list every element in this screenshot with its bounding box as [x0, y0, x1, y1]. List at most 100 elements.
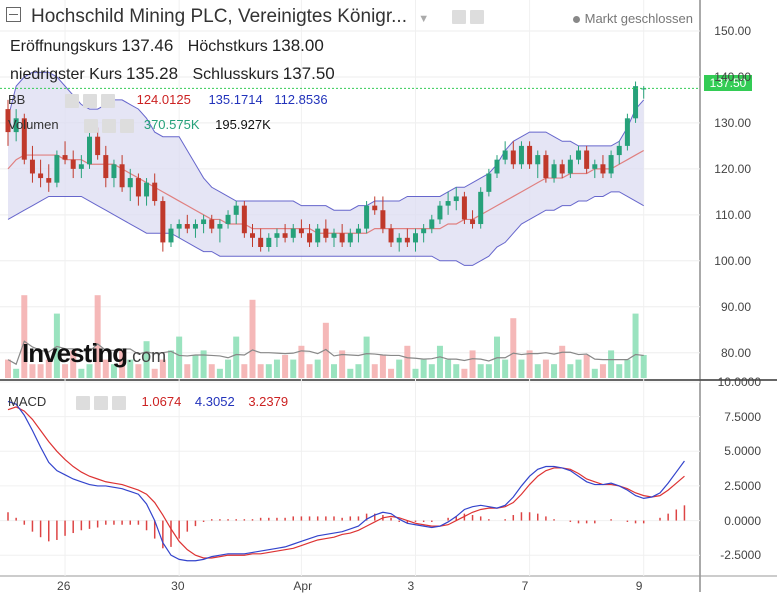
macd-label: MACD — [8, 394, 47, 409]
macd-eye-icon[interactable] — [75, 395, 90, 410]
bb-eye-icon[interactable] — [64, 93, 79, 108]
volume-bar — [298, 345, 305, 378]
time-tick-label: 7 — [521, 579, 529, 593]
candle-body — [307, 233, 313, 243]
macd-tick-label: 0.0000 — [724, 513, 761, 528]
candle-body — [29, 159, 35, 174]
candle-body — [396, 237, 402, 243]
volume-bar — [534, 364, 541, 378]
candle-body — [584, 150, 590, 169]
candle-body — [144, 182, 150, 197]
bb-upper-value: 124.0125 — [136, 92, 191, 107]
volume-bar — [632, 313, 639, 378]
volume-bar — [518, 359, 525, 378]
time-tick-label: 26 — [57, 579, 71, 593]
volume-bar — [306, 364, 313, 378]
volume-bar — [45, 359, 52, 378]
volume-legend[interactable]: Volumen 370.575K 195.927K — [8, 117, 271, 133]
candle-body — [624, 118, 630, 146]
macd-tick-label: 10.0000 — [717, 375, 761, 389]
chart-header: Hochschild Mining PLC, Vereinigtes König… — [6, 6, 696, 32]
volume-eye-icon[interactable] — [84, 118, 99, 133]
candle-body — [290, 228, 296, 238]
price-tick-label: 140.00 — [714, 69, 751, 84]
volume-bar — [159, 359, 166, 378]
close-label: Schlusskurs — [192, 66, 279, 83]
time-tick-label: Apr — [293, 579, 313, 593]
candle-body — [527, 145, 533, 165]
candle-body — [445, 201, 451, 206]
volume-bar — [608, 350, 615, 378]
volume-bar — [331, 364, 337, 378]
volume-bar — [62, 364, 69, 378]
macd-tick-label: -2.5000 — [720, 548, 761, 563]
bb-band-fill — [8, 72, 644, 266]
candle-body — [70, 159, 76, 169]
gear-icon[interactable] — [470, 9, 485, 24]
candle-body — [494, 159, 500, 174]
volume-bar — [469, 350, 476, 378]
candle-body — [323, 228, 329, 238]
price-tick-label: 80.00 — [720, 345, 751, 360]
price-tick-label: 150.00 — [714, 23, 751, 38]
macd-close-icon[interactable] — [111, 395, 126, 410]
volume-gear-icon[interactable] — [102, 118, 117, 133]
volume-bar — [29, 364, 36, 378]
title-dropdown-icon[interactable]: ▼ — [418, 13, 430, 25]
volume-bar — [371, 364, 378, 378]
volume-bar — [436, 345, 443, 378]
volume-bar — [5, 359, 11, 378]
volume-bar — [94, 295, 101, 378]
volume-bar — [412, 368, 419, 378]
market-status: Markt geschlossen — [572, 11, 693, 26]
candle-body — [209, 219, 215, 229]
candle-body — [266, 237, 272, 248]
bb-legend[interactable]: BB 124.0125 135.1714 112.8536 — [8, 92, 328, 108]
candle-body — [339, 233, 345, 243]
macd-legend[interactable]: MACD 1.0674 4.3052 3.2379 — [8, 394, 288, 410]
price-tick-label: 90.00 — [720, 299, 751, 314]
volume-bar — [225, 359, 232, 378]
volume-bar — [86, 364, 93, 378]
volume-bar — [510, 318, 517, 378]
candle-body — [233, 205, 239, 215]
candle-body — [176, 224, 182, 229]
volume-bar — [290, 359, 297, 378]
candle-body — [486, 173, 492, 192]
candle-body — [510, 150, 516, 165]
volume-label: Volumen — [8, 117, 59, 132]
collapse-icon[interactable] — [6, 7, 21, 23]
open-label: Eröffnungskurs — [10, 38, 118, 55]
volume-bar — [583, 355, 590, 378]
settings-icon[interactable] — [452, 9, 467, 24]
candle-body — [461, 196, 467, 220]
bb-close-icon[interactable] — [100, 93, 115, 108]
candle-body — [502, 150, 508, 160]
candle-body — [576, 150, 581, 160]
bb-gear-icon[interactable] — [82, 93, 97, 108]
volume-bar — [127, 359, 134, 378]
candle-body — [111, 164, 117, 179]
volume-bar — [445, 359, 452, 378]
price-tick-label: 120.00 — [714, 161, 751, 176]
time-tick-label: 3 — [407, 579, 415, 593]
volume-bar — [461, 368, 468, 378]
volume-bar — [347, 368, 354, 378]
candle-body — [160, 201, 166, 243]
volume-bar — [192, 355, 199, 378]
volume-bar — [428, 364, 435, 378]
volume-bar — [591, 368, 598, 378]
volume-bar — [37, 364, 44, 378]
candle-body — [5, 109, 11, 133]
candle-body — [78, 164, 84, 169]
volume-bar — [355, 364, 362, 378]
volume-bar — [282, 355, 289, 378]
logo-suffix: .com — [127, 346, 167, 366]
candle-body — [258, 237, 264, 248]
macd-value-1: 1.0674 — [141, 394, 182, 409]
candle-body — [633, 86, 639, 119]
macd-gear-icon[interactable] — [93, 395, 108, 410]
volume-close-icon[interactable] — [120, 118, 135, 133]
candle-body — [551, 164, 557, 179]
